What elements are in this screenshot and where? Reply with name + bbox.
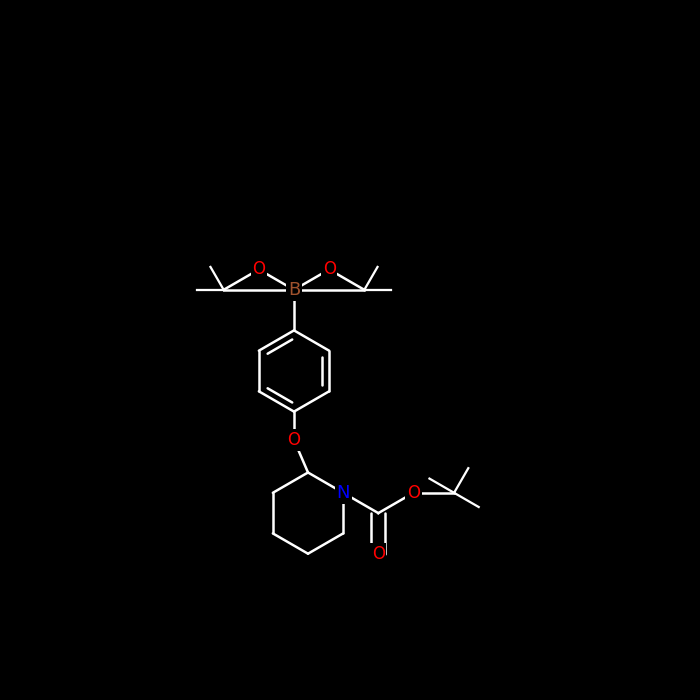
Text: O: O <box>252 260 265 279</box>
Text: O: O <box>407 484 420 502</box>
Text: B: B <box>288 281 300 299</box>
Text: O: O <box>372 545 385 563</box>
Text: O: O <box>323 260 336 279</box>
Text: O: O <box>288 431 300 449</box>
Text: N: N <box>337 484 350 502</box>
